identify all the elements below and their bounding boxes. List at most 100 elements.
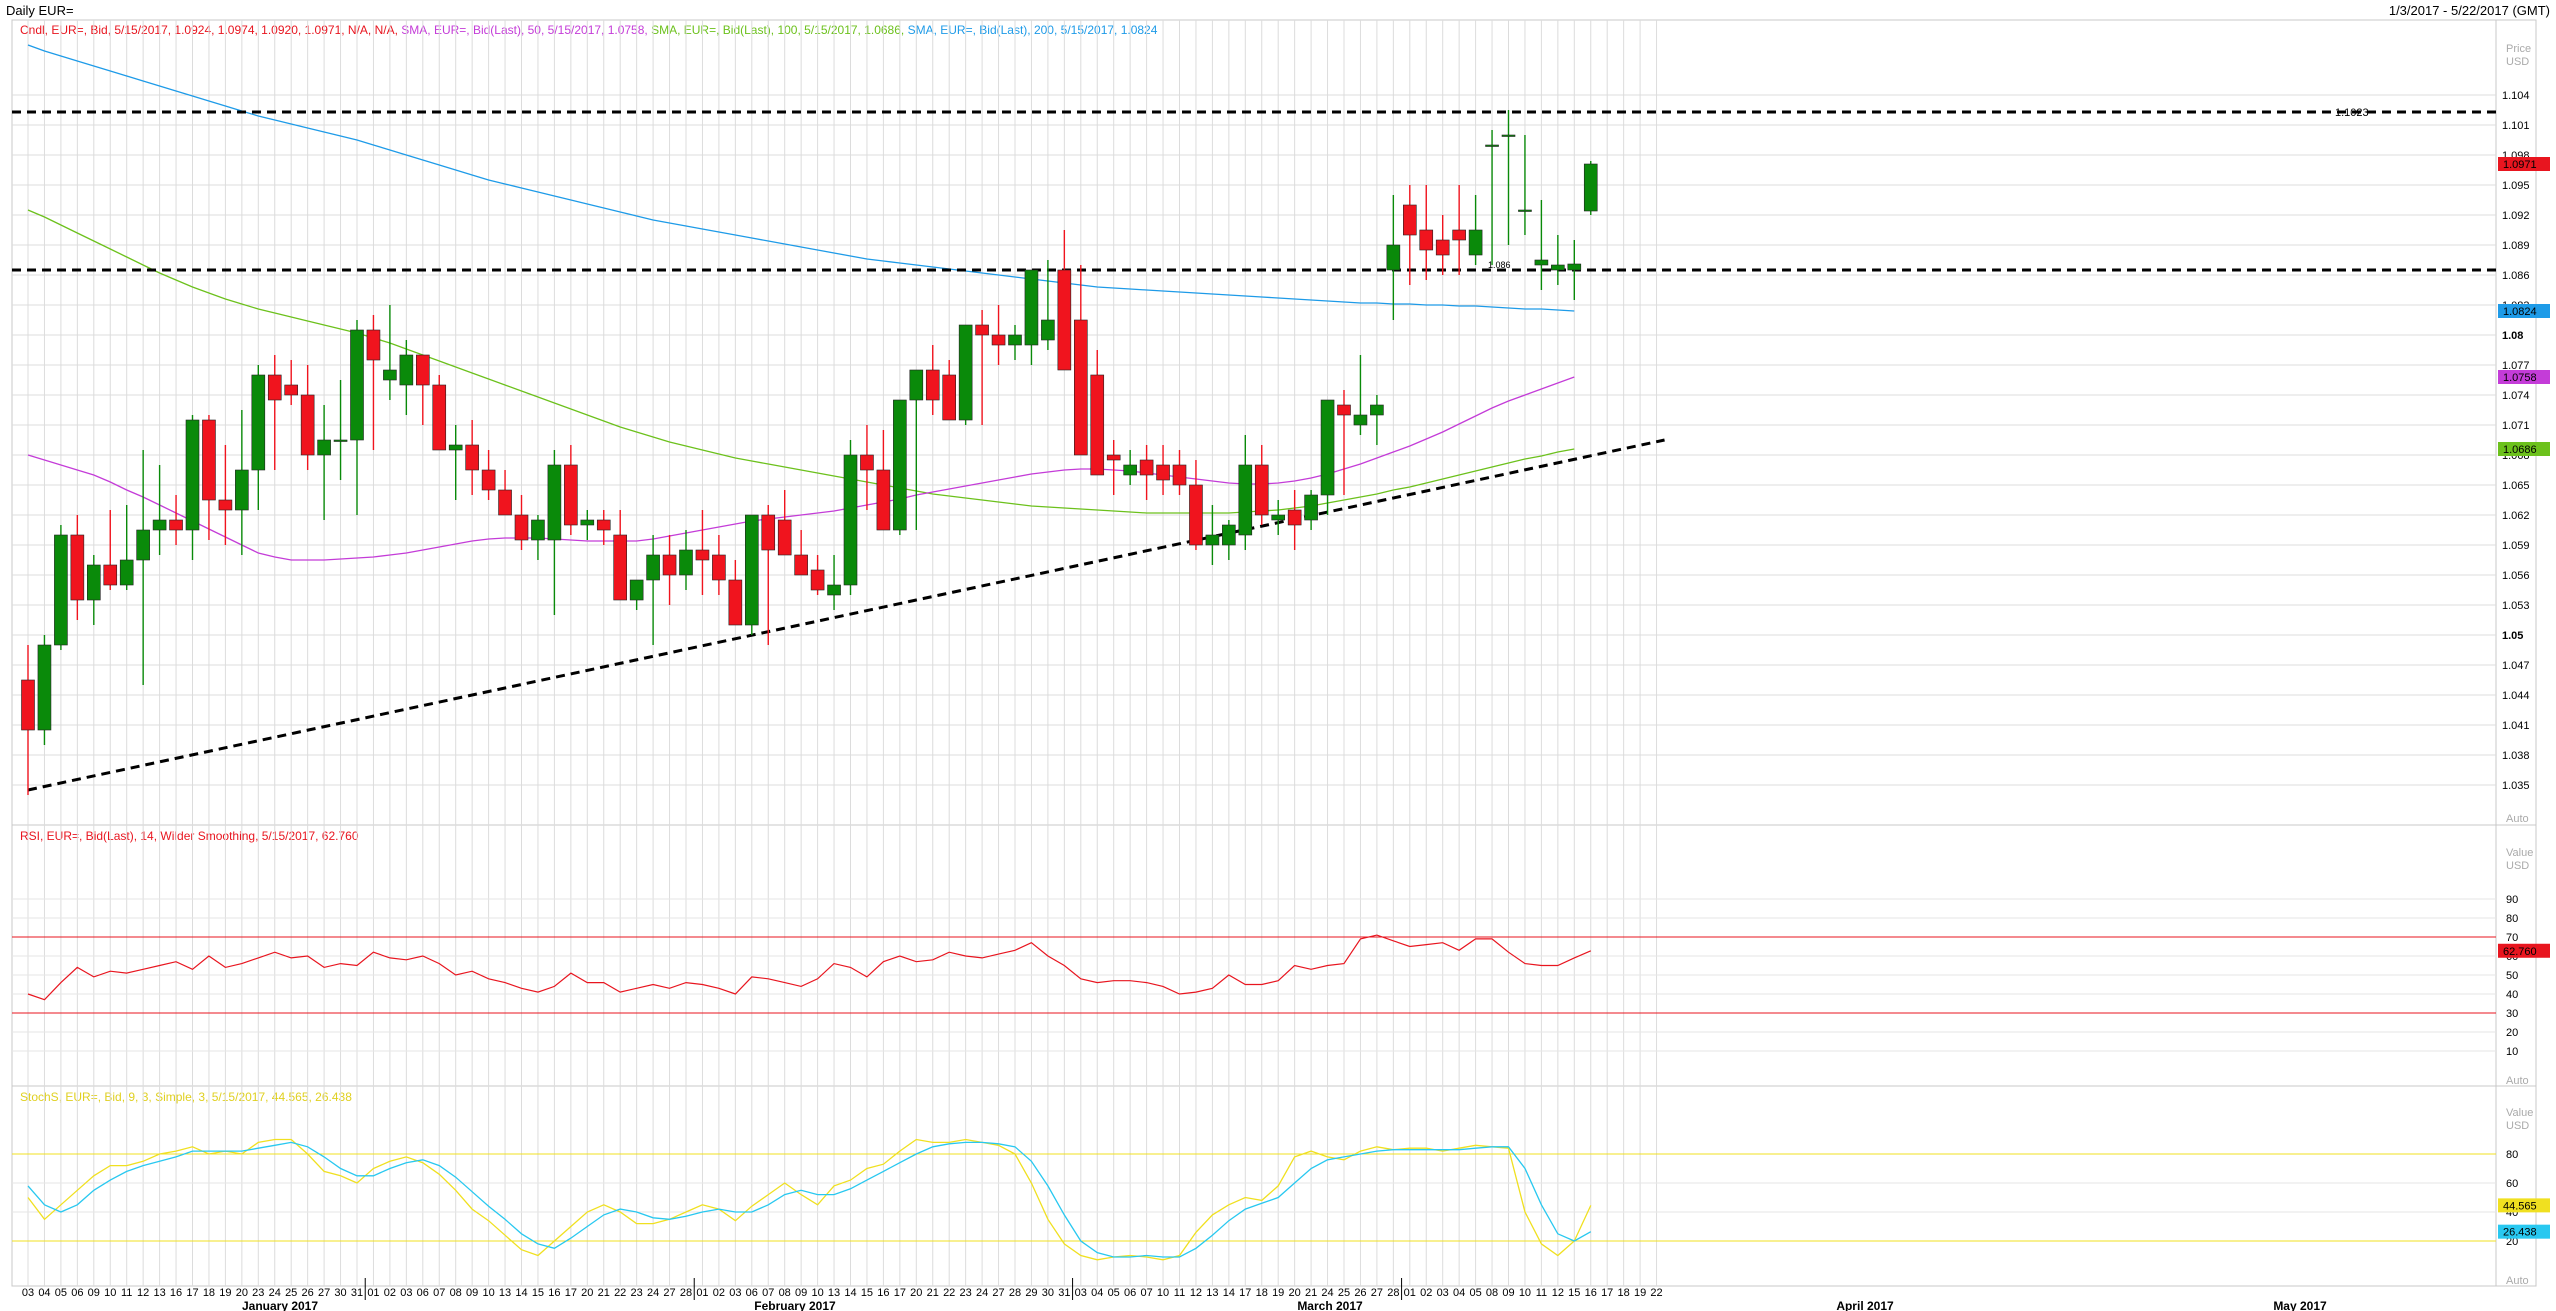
x-tick-label: 06 xyxy=(417,1287,429,1299)
candle-body xyxy=(465,444,479,471)
x-tick-label: 26 xyxy=(1354,1287,1366,1299)
x-tick-label: 14 xyxy=(844,1287,856,1299)
candle-body xyxy=(860,454,874,471)
x-tick-label: 01 xyxy=(696,1287,708,1299)
x-tick-label: 02 xyxy=(1420,1287,1432,1299)
price-tick-label: 1.053 xyxy=(2502,600,2530,612)
x-tick-label: 11 xyxy=(1174,1287,1185,1299)
x-tick-label: 25 xyxy=(285,1287,297,1299)
x-tick-label: 14 xyxy=(515,1287,527,1299)
candle-body xyxy=(629,579,644,601)
candle-body xyxy=(761,514,776,551)
x-tick-label: 27 xyxy=(1371,1287,1383,1299)
sma50-line xyxy=(27,376,1575,561)
candle-body xyxy=(1534,259,1549,266)
price-tick-label: 1.038 xyxy=(2502,750,2530,762)
price-tick-label: 1.056 xyxy=(2502,570,2530,582)
x-tick-label: 03 xyxy=(1075,1287,1087,1299)
candle-body xyxy=(991,334,1006,346)
stoch-auto-label[interactable]: Auto xyxy=(2506,1275,2529,1287)
x-tick-label: 12 xyxy=(1552,1287,1564,1299)
tag-last-bg xyxy=(2498,157,2550,171)
candle-body xyxy=(646,554,660,581)
tag-rsi: 62.760 xyxy=(2503,946,2537,958)
x-tick-label: 19 xyxy=(1272,1287,1284,1299)
tag-stoch-k-bg xyxy=(2498,1198,2550,1213)
x-tick-label: 17 xyxy=(186,1287,198,1299)
x-tick-label: 03 xyxy=(400,1287,412,1299)
rsi-axis-title-2: USD xyxy=(2506,860,2529,872)
date-range: 1/3/2017 - 5/22/2017 (GMT) xyxy=(2388,3,2550,18)
price-auto-label[interactable]: Auto xyxy=(2506,813,2529,825)
candle-body xyxy=(679,549,693,576)
price-tick-label: 1.047 xyxy=(2502,660,2530,672)
candle-body xyxy=(827,584,841,596)
x-tick-label: 13 xyxy=(1206,1287,1218,1299)
tag-sma200: 1.0824 xyxy=(2503,306,2537,318)
candle-body xyxy=(1222,524,1236,546)
candle-body xyxy=(284,384,299,396)
candle-body xyxy=(777,519,792,556)
x-tick-label: 07 xyxy=(1140,1287,1152,1299)
price-tick-label: 1.062 xyxy=(2502,510,2530,522)
candle-body xyxy=(399,354,414,386)
x-tick-label: 24 xyxy=(647,1287,659,1299)
candle-body xyxy=(366,329,381,361)
grid-layer xyxy=(12,20,2496,1286)
x-tick-label: 16 xyxy=(1585,1287,1597,1299)
rsi-auto-label[interactable]: Auto xyxy=(2506,1075,2529,1087)
rsi-tick-label: 40 xyxy=(2506,989,2518,1001)
x-tick-label: 01 xyxy=(1404,1287,1416,1299)
candle-body xyxy=(1403,204,1417,236)
candle-body xyxy=(514,514,529,541)
x-tick-label: 10 xyxy=(811,1287,823,1299)
candle-body xyxy=(531,519,545,541)
x-tick-label: 09 xyxy=(795,1287,807,1299)
price-tick-label: 1.071 xyxy=(2502,420,2530,432)
x-tick-label: 22 xyxy=(614,1287,626,1299)
candle-body xyxy=(218,499,233,511)
month-label: January 2017 xyxy=(242,1299,318,1311)
candle-body xyxy=(87,564,101,601)
x-tick-label: 02 xyxy=(384,1287,396,1299)
x-tick-label: 19 xyxy=(1634,1287,1646,1299)
price-axis-title-1: Price xyxy=(2506,43,2531,55)
x-tick-label: 03 xyxy=(729,1287,741,1299)
sma200-line xyxy=(27,44,1575,312)
candle-body xyxy=(37,644,52,731)
rsi-layer xyxy=(12,934,2496,1014)
candle-body xyxy=(1254,464,1269,516)
candle-body xyxy=(1353,414,1368,426)
candle-body xyxy=(1205,534,1220,546)
legend-sma200: SMA, EUR=, Bid(Last), 200, 5/15/2017, 1.… xyxy=(907,23,1158,37)
x-tick-label: 08 xyxy=(1486,1287,1498,1299)
candle-body xyxy=(893,399,907,531)
candle-body xyxy=(564,464,578,526)
x-tick-label: 15 xyxy=(1568,1287,1580,1299)
tag-sma50-bg xyxy=(2498,370,2550,384)
price-tick-label: 1.044 xyxy=(2502,690,2530,702)
rsi-tick-label: 30 xyxy=(2506,1008,2518,1020)
x-tick-label: 13 xyxy=(499,1287,511,1299)
x-tick-label: 24 xyxy=(1321,1287,1333,1299)
x-tick-label: 20 xyxy=(910,1287,922,1299)
tag-last: 1.0971 xyxy=(2503,159,2537,171)
candle-body xyxy=(925,369,940,401)
candle-body xyxy=(1304,494,1318,521)
tag-sma50: 1.0758 xyxy=(2503,372,2537,384)
x-tick-label: 16 xyxy=(877,1287,889,1299)
x-tick-label: 04 xyxy=(1453,1287,1465,1299)
x-tick-label: 24 xyxy=(976,1287,988,1299)
rsi-legend: RSI, EUR=, Bid(Last), 14, Wilder Smoothi… xyxy=(20,829,359,843)
x-tick-label: 22 xyxy=(1650,1287,1662,1299)
price-legend: Cndl, EUR=, Bid, 5/15/2017, 1.0924, 1.09… xyxy=(20,23,1157,37)
stoch-axis-title-1: Value xyxy=(2506,1107,2533,1119)
candle-body xyxy=(547,464,562,541)
candle-body xyxy=(1041,319,1055,341)
x-tick-label: 30 xyxy=(1042,1287,1054,1299)
x-tick-label: 10 xyxy=(482,1287,494,1299)
candle-body xyxy=(1485,144,1499,147)
candle-body xyxy=(1452,229,1466,241)
price-tick-label: 1.041 xyxy=(2502,720,2530,732)
